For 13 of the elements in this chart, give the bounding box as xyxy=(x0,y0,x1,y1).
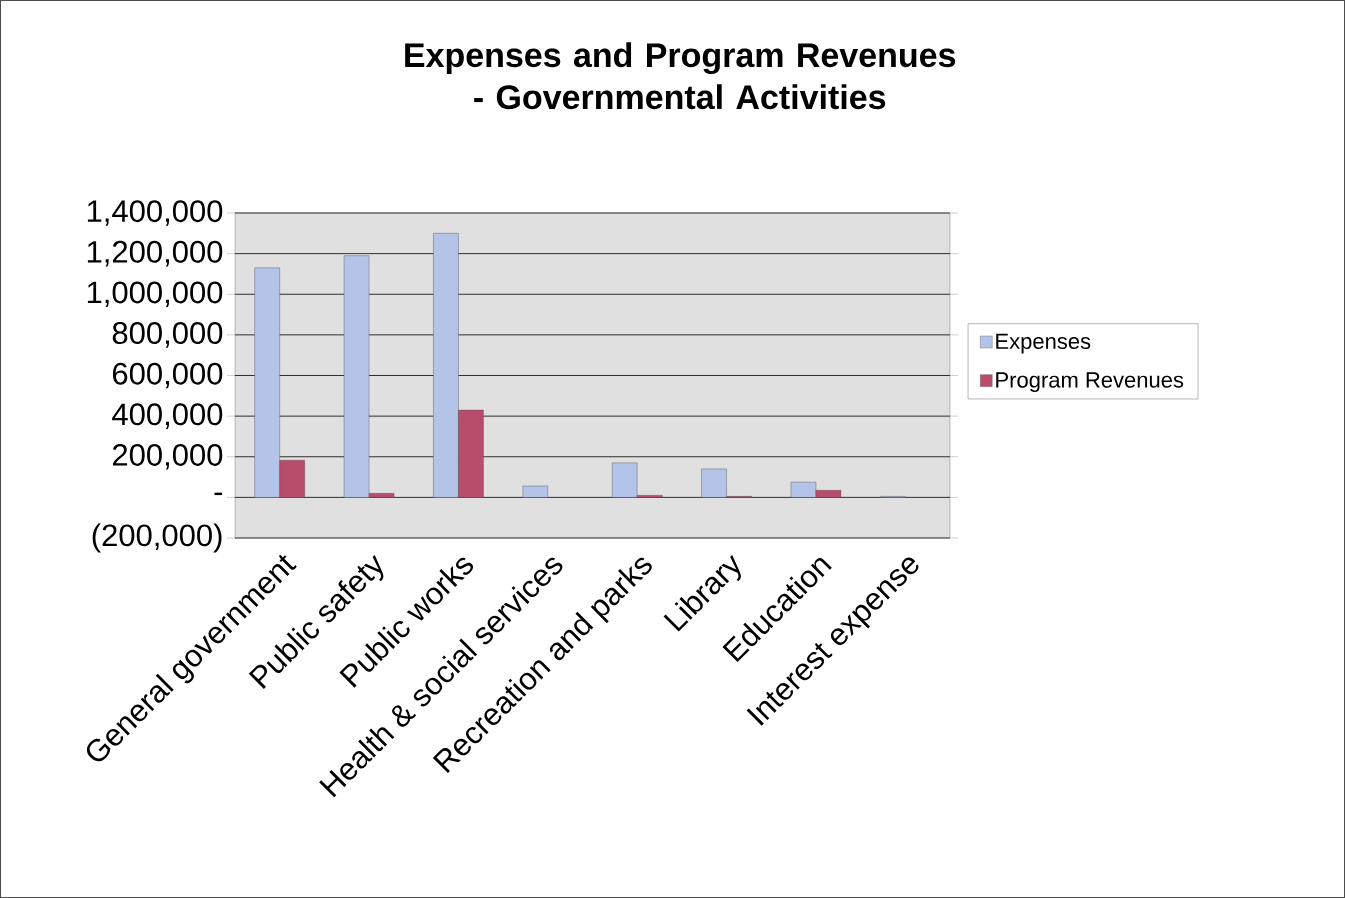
legend-label: Program Revenues xyxy=(996,372,1184,393)
legend-label: Expenses xyxy=(996,333,1091,354)
y-tick-label: - xyxy=(214,492,223,496)
y-tick-label: 600,000 xyxy=(112,362,223,389)
y-tick-label: (200,000) xyxy=(92,523,222,553)
chart-title: Expenses and Program Revenues - Governmental Activities xyxy=(405,42,956,110)
y-tick-label: 400,000 xyxy=(112,403,223,429)
y-tick-label: 1,200,000 xyxy=(87,240,223,267)
y-tick-label: 1,000,000 xyxy=(87,281,223,308)
y-tick-label: 800,000 xyxy=(112,322,223,348)
y-tick-label: 1,400,000 xyxy=(87,200,223,226)
bar xyxy=(522,485,549,498)
y-tick-label: 200,000 xyxy=(112,443,223,470)
